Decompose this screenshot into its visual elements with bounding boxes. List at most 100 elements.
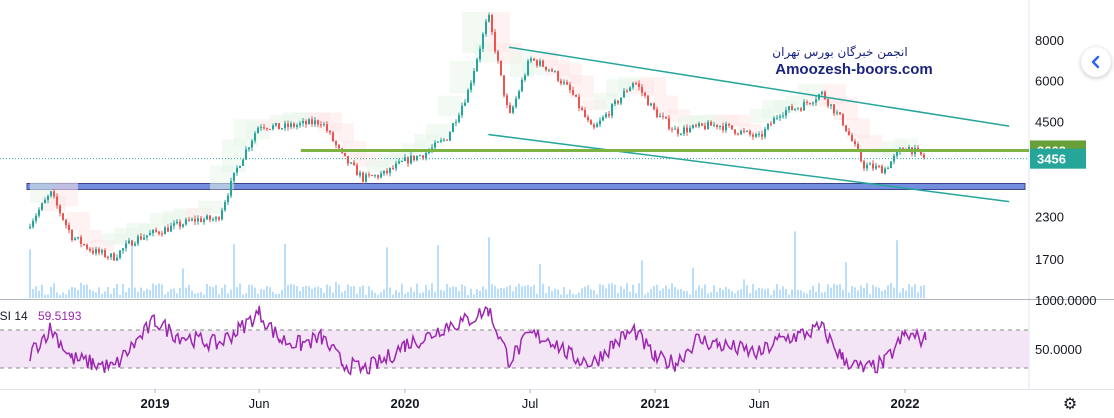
candle-body [503,75,505,96]
volume-bar [356,293,358,298]
volume-bar [731,291,733,298]
candle-body [725,123,727,131]
volume-bar [656,284,658,298]
volume-bar [866,283,868,298]
candle-body [29,226,31,229]
candle-body [308,119,310,125]
volume-bar [704,284,706,298]
candle-body [434,142,436,148]
candle-body [620,97,622,104]
candle-body [140,236,142,240]
volume-bar [770,294,772,298]
candle-body [536,60,538,66]
volume-bar [242,294,244,298]
candle-body [311,119,313,125]
volume-bar [740,289,742,298]
volume-bar [632,284,634,298]
candle-body [803,101,805,111]
volume-bar [755,290,757,298]
volume-bar [461,284,463,298]
volume-bar [611,283,613,298]
candle-body [473,71,475,83]
volume-bar [374,292,376,298]
candle-body [212,219,214,221]
candle-body [332,132,334,142]
candle-body [71,230,73,241]
volume-bar [899,292,901,298]
candle-body [551,69,553,72]
volume-bar [488,237,490,298]
volume-bar [380,292,382,298]
price-badges: 36633456 [1030,140,1086,169]
volume-bar [395,289,397,298]
volume-bar [236,287,238,298]
volume-bar [572,293,574,298]
volume-bar [662,288,664,298]
volume-bar [596,294,598,298]
volume-bar [143,290,145,298]
volume-bar [563,287,565,298]
candle-body [233,172,235,181]
volume-bar [125,292,127,298]
volume-bar [638,283,640,298]
cloud-segment [426,123,450,141]
candle-body [518,91,520,99]
volume-bar [578,292,580,298]
volume-bar [674,287,676,298]
volume-bar [698,285,700,298]
volume-bar [728,288,730,298]
volume-bar [566,294,568,298]
volume-bar [641,260,643,298]
price-axis[interactable]: 8000 6000 4500 2300 1700 1000.0000 [1035,33,1096,308]
time-axis[interactable]: 2019 Jun 2020 Jul 2021 Jun 2022 [141,389,920,411]
candle-body [833,104,835,114]
candle-body [683,127,685,134]
volume-bar [713,285,715,298]
volume-bar [341,292,343,298]
candle-body [290,123,292,128]
volume-bar [29,249,31,298]
candle-body [500,60,502,76]
candle-body [566,82,568,85]
candle-body [584,110,586,118]
volume-bar [317,286,319,298]
candle-body [59,205,61,214]
candle-body [197,218,199,222]
volume-bar [851,286,853,298]
volume-bar [542,283,544,298]
volume-bar [293,284,295,298]
volume-bar [440,289,442,298]
candle-body [110,253,112,258]
candle-body [50,191,52,196]
candle-body [320,124,322,126]
volume-bar [626,283,628,298]
candle-body [149,233,151,236]
candle-body [107,256,109,258]
candle-body [524,75,526,80]
volume-bar [818,283,820,298]
candle-body [170,225,172,232]
volume-bar [593,290,595,298]
candle-body [851,134,853,142]
volume-bar [299,291,301,298]
volume-bar [101,293,103,298]
volume-bar [290,284,292,298]
volume-bar [200,292,202,298]
candle-body [722,125,724,131]
volume-bar [452,286,454,298]
candle-body [596,124,598,128]
volume-bar [134,287,136,298]
volume-bar [734,293,736,298]
settings-button[interactable]: ⚙ [1060,393,1080,413]
candle-body [674,128,676,130]
price-badge [1030,148,1086,169]
volume-bar [308,286,310,298]
volume-bar [617,292,619,298]
candle-body [866,164,868,169]
scroll-back-button[interactable] [1081,47,1111,77]
volume-bar [500,287,502,298]
candle-body [182,224,184,227]
candle-body [113,253,115,261]
candle-body [731,125,733,130]
